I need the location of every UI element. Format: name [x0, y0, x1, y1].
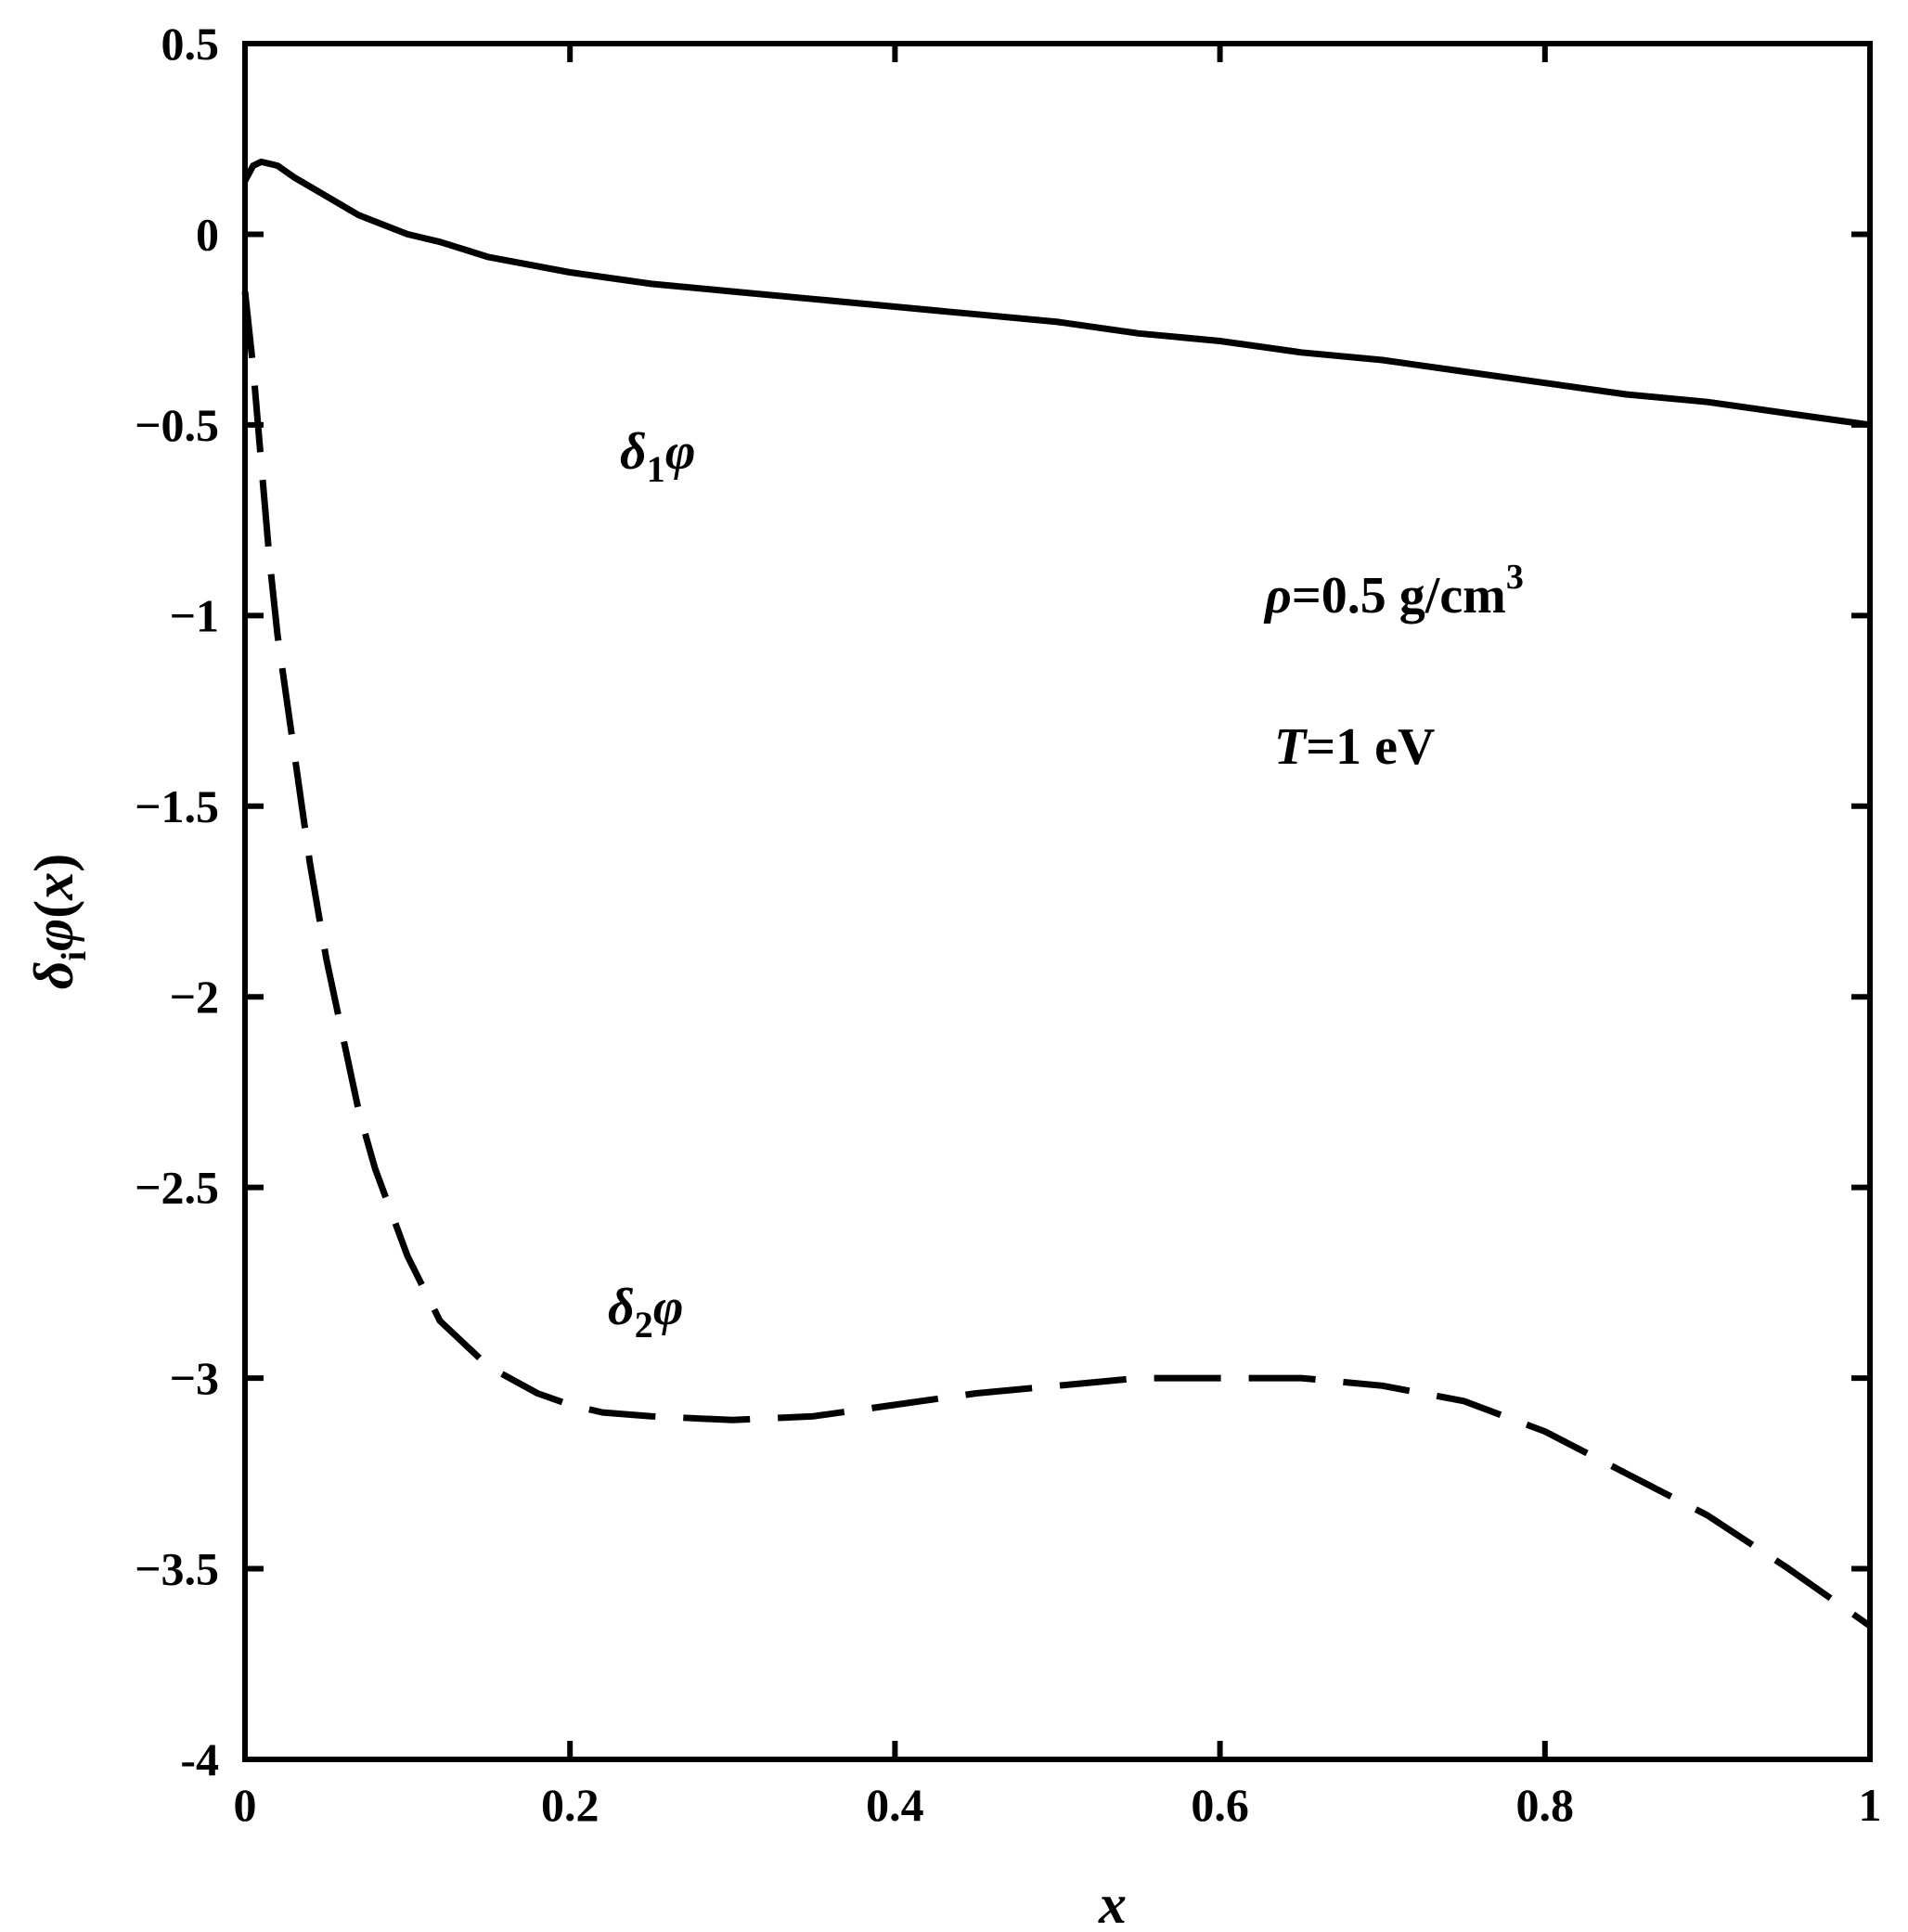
- series-line-2: [241, 290, 1873, 1629]
- y-tick-label: −3.5: [135, 1543, 219, 1595]
- y-tick-label: −3: [170, 1352, 220, 1404]
- y-tick-label: −1: [170, 589, 220, 641]
- y-tick-label: 0: [196, 208, 219, 260]
- series-line-1: [241, 158, 1871, 429]
- y-tick-label: −2: [170, 971, 220, 1023]
- x-tick-label: 0.4: [866, 1779, 924, 1831]
- x-tick-label: 1: [1859, 1779, 1882, 1831]
- y-tick-label: −0.5: [135, 399, 219, 451]
- y-tick-labels: 0.5 0 −0.5 −1 −1.5 −2 −2.5 −3 −3.5 -4: [135, 18, 219, 1785]
- y-tick-label: −1.5: [135, 780, 219, 832]
- annotation-temperature: T=1 eV: [1274, 718, 1435, 776]
- x-tick-label: 0.8: [1516, 1779, 1575, 1831]
- series-label-delta2: δ2φ: [608, 1279, 683, 1346]
- x-tick-label: 0: [234, 1779, 257, 1831]
- y-tick-label: -4: [180, 1733, 219, 1785]
- y-axis-label: δiφ(x): [23, 854, 94, 989]
- axis-ticks: [242, 41, 1873, 1762]
- series-label-delta1: δ1φ: [620, 423, 695, 490]
- x-axis-label: x: [1098, 1874, 1127, 1932]
- annotation-density: ρ=0.5 g/cm3: [1263, 558, 1524, 625]
- x-tick-label: 0.6: [1191, 1779, 1249, 1831]
- series-curves: [241, 158, 1873, 1629]
- x-tick-labels: 0 0.2 0.4 0.6 0.8 1: [234, 1779, 1882, 1831]
- y-tick-label: 0.5: [161, 18, 220, 70]
- y-tick-label: −2.5: [135, 1162, 219, 1214]
- x-tick-label: 0.2: [541, 1779, 599, 1831]
- plot-frame: [242, 41, 1873, 1762]
